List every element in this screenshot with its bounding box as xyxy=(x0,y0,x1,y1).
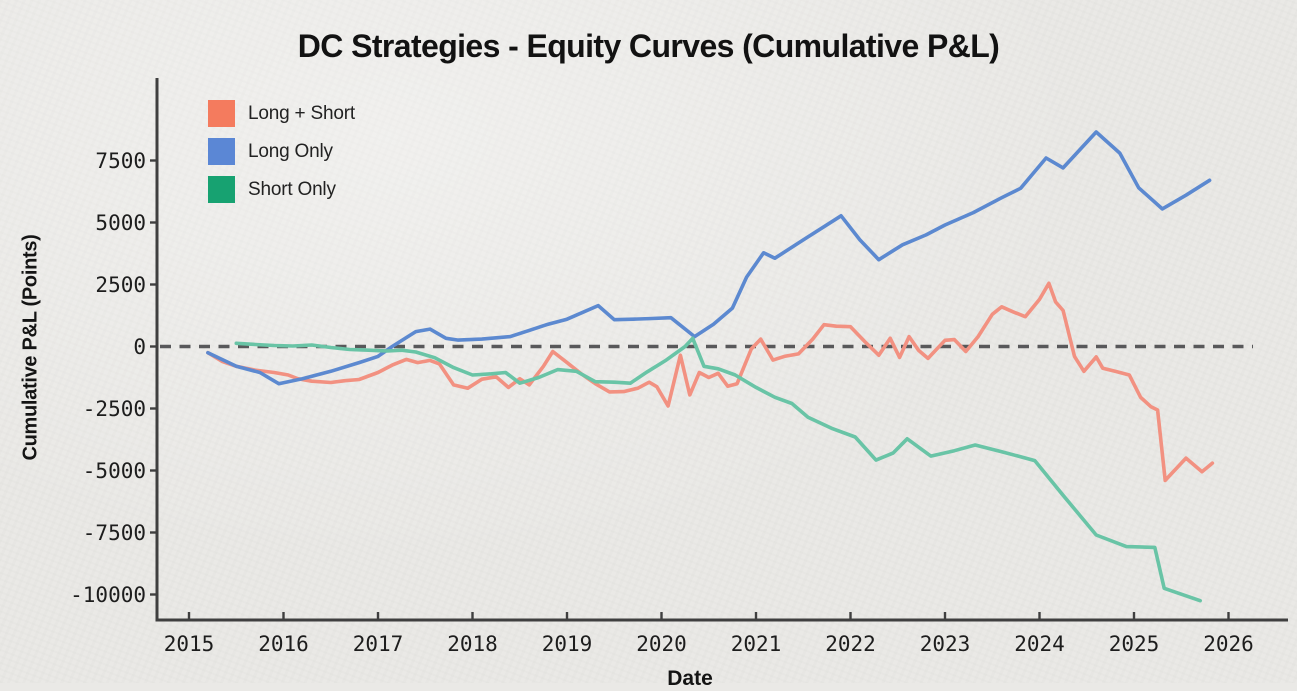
x-tick-label: 2024 xyxy=(1014,632,1065,656)
x-axis-label: Date xyxy=(667,667,713,690)
x-tick-label: 2020 xyxy=(636,632,687,656)
legend-label: Long Only xyxy=(248,140,333,162)
x-tick-label: 2026 xyxy=(1203,632,1254,656)
y-tick-label: 7500 xyxy=(95,149,146,173)
x-tick-label: 2021 xyxy=(731,632,782,656)
legend-item-long-short: Long + Short xyxy=(208,100,355,127)
y-tick-label: -5000 xyxy=(83,459,146,483)
x-tick-label: 2019 xyxy=(542,632,593,656)
x-tick-label: 2025 xyxy=(1109,632,1160,656)
y-tick-label: 5000 xyxy=(95,211,146,235)
x-tick-label: 2018 xyxy=(447,632,498,656)
y-tick-label: 0 xyxy=(133,335,146,359)
y-tick-label: -10000 xyxy=(70,583,146,607)
legend-label: Short Only xyxy=(248,178,336,200)
x-tick-label: 2016 xyxy=(258,632,309,656)
x-tick-label: 2017 xyxy=(353,632,404,656)
axis-spines xyxy=(155,78,1288,622)
x-tick-label: 2022 xyxy=(825,632,876,656)
legend-swatch xyxy=(208,138,235,165)
series-line-short-only xyxy=(234,336,1202,603)
series-line-long-short xyxy=(206,281,1215,483)
legend-swatch xyxy=(208,100,235,127)
y-tick-label: 2500 xyxy=(95,273,146,297)
legend-item-short-only: Short Only xyxy=(208,176,355,203)
legend-label: Long + Short xyxy=(248,102,355,124)
y-tick-label: -2500 xyxy=(83,397,146,421)
legend-swatch xyxy=(208,176,235,203)
chart-legend: Long + Short Long Only Short Only xyxy=(208,100,355,203)
y-tick-label: -7500 xyxy=(83,521,146,545)
legend-item-long-only: Long Only xyxy=(208,138,355,165)
x-tick-label: 2015 xyxy=(164,632,215,656)
x-tick-label: 2023 xyxy=(920,632,971,656)
chart-title: DC Strategies - Equity Curves (Cumulativ… xyxy=(297,28,1000,64)
